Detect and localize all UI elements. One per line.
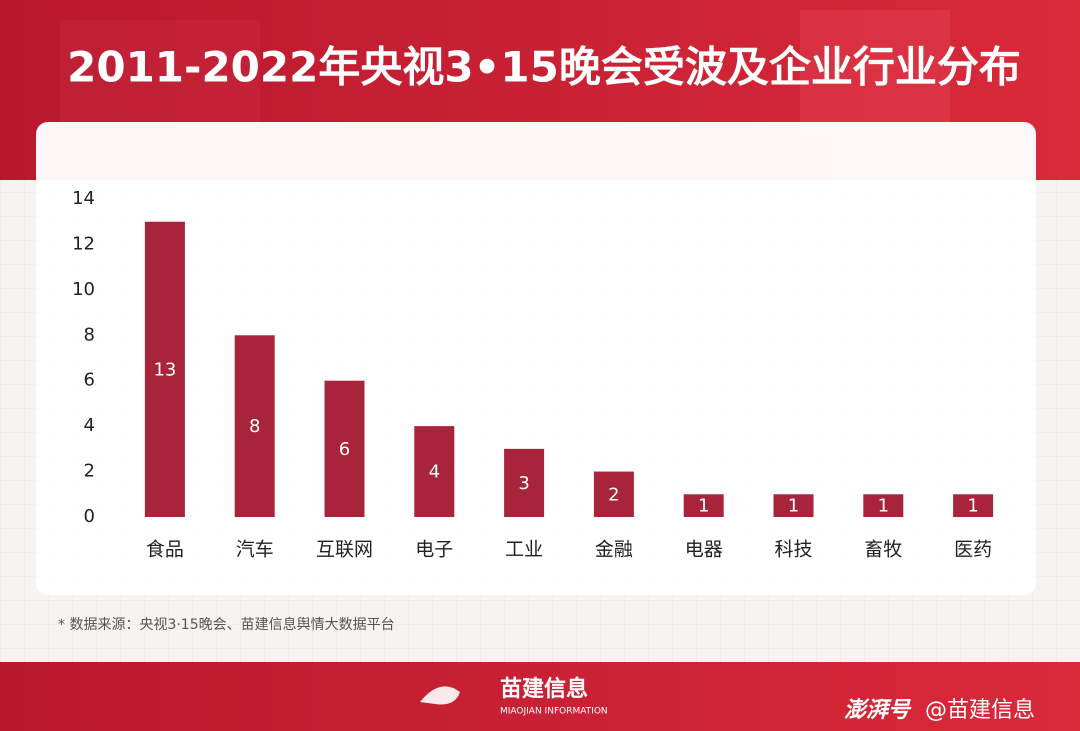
footer-account: @苗建信息 <box>925 698 1035 723</box>
value-label: 1 <box>967 496 978 517</box>
y-tick-label: 2 <box>84 461 95 482</box>
x-tick-label: 医药 <box>954 539 992 561</box>
logo <box>420 686 460 705</box>
x-tick-label: 科技 <box>774 539 812 561</box>
x-tick-label: 畜牧 <box>864 539 902 561</box>
bar <box>324 380 365 517</box>
x-tick-label: 电器 <box>685 539 723 561</box>
footer-banner <box>0 662 1080 731</box>
bar <box>144 221 185 517</box>
value-label: 2 <box>608 484 619 505</box>
footer-brand: 苗建信息 <box>500 676 588 702</box>
y-tick-label: 14 <box>72 188 95 209</box>
value-label: 6 <box>339 439 350 460</box>
value-label: 8 <box>249 416 260 437</box>
bar <box>414 426 455 517</box>
bar <box>683 494 724 517</box>
chart-card <box>36 122 1036 595</box>
value-label: 13 <box>153 359 176 380</box>
y-tick-label: 0 <box>84 506 95 527</box>
x-tick-label: 食品 <box>146 539 184 561</box>
y-tick-label: 10 <box>72 279 95 300</box>
value-label: 4 <box>429 462 440 483</box>
bar <box>773 494 814 517</box>
value-label: 1 <box>878 496 889 517</box>
x-tick-label: 金融 <box>595 539 633 561</box>
bar <box>593 471 634 517</box>
footer-platform: 澎湃号 <box>844 698 912 723</box>
x-tick-label: 汽车 <box>236 539 274 561</box>
bar <box>953 494 994 517</box>
y-tick-label: 8 <box>84 324 95 345</box>
y-tick-label: 4 <box>84 415 95 436</box>
plot: 0 2 4 6 8 10 12 14 食品 13 汽车 8 互联网 6 电子 4 工业 3 金融 2 电器 1 科技 1 畜牧 1… <box>72 188 994 561</box>
value-label: 3 <box>518 473 529 494</box>
decor <box>60 20 260 140</box>
x-tick-label: 电子 <box>415 539 453 561</box>
y-tick-label: 6 <box>84 370 95 391</box>
value-label: 1 <box>788 496 799 517</box>
value-label: 1 <box>698 496 709 517</box>
bar <box>234 335 275 517</box>
source-note: * 数据来源：央视3·15晚会、苗建信息舆情大数据平台 <box>58 616 395 633</box>
bar <box>504 448 545 517</box>
x-tick-label: 互联网 <box>316 539 373 561</box>
decor <box>800 10 950 140</box>
footer-brand-en: MIAOJIAN INFORMATION <box>500 707 608 717</box>
x-tick-label: 工业 <box>505 539 543 561</box>
chart-title: 2011-2022年央视3•15晚会受波及企业行业分布 <box>67 43 1021 92</box>
y-tick-label: 12 <box>72 233 95 254</box>
bar <box>863 494 904 517</box>
